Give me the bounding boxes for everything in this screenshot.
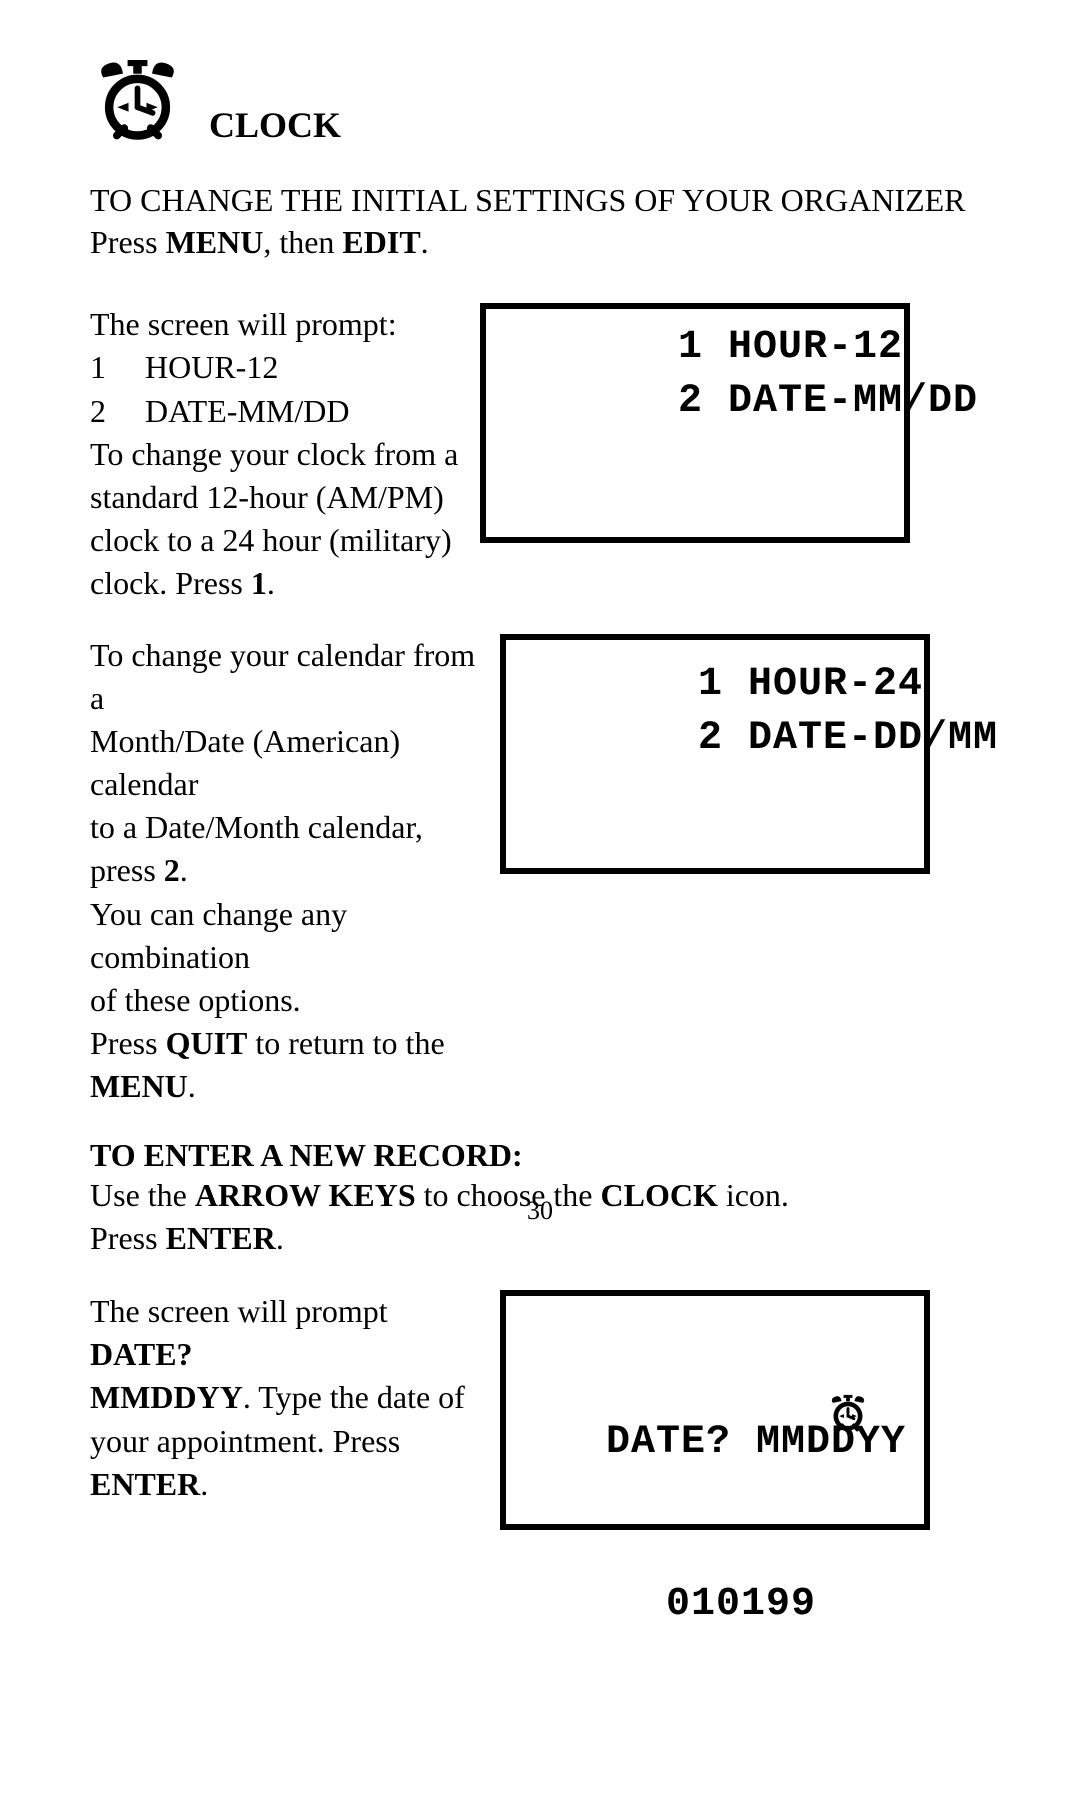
b3-l1-suffix: icon. (718, 1177, 789, 1213)
b1-opt2-num: 2 (90, 390, 145, 433)
block-2-text: To change your calendar from a Month/Dat… (90, 634, 500, 1109)
block-2: To change your calendar from a Month/Dat… (90, 634, 1000, 1109)
enter-key-1: ENTER (166, 1220, 276, 1256)
edit-key: EDIT (342, 224, 420, 260)
b4-l4-suffix: . (200, 1466, 208, 1502)
new-record-heading: TO ENTER A NEW RECORD: (90, 1137, 1000, 1174)
menu-key: MENU (166, 224, 264, 260)
block-1: The screen will prompt: 1HOUR-12 2DATE-M… (90, 303, 1000, 605)
b1-l4a: To change your clock from a (90, 436, 458, 472)
clock-key: CLOCK (600, 1177, 717, 1213)
b1-opt2-label: DATE-MM/DD (145, 390, 349, 433)
b1-l4d-suffix: . (267, 565, 275, 601)
b4-l3: your appointment. Press (90, 1423, 400, 1459)
date-key: DATE? (90, 1336, 193, 1372)
s2-line2: 2 DATE-DD/MM (698, 716, 998, 761)
s1-line1: 1 HOUR-12 (678, 325, 903, 370)
quit-key: QUIT (166, 1025, 248, 1061)
s1-line2: 2 DATE-MM/DD (678, 379, 978, 424)
b2-l3: to a Date/Month calendar, (90, 809, 423, 845)
arrow-keys-key: ARROW KEYS (195, 1177, 416, 1213)
b1-l4d-prefix: clock. Press (90, 565, 251, 601)
b2-l1: To change your calendar from a (90, 637, 475, 716)
b4-l2-suffix: . Type the date of (243, 1379, 465, 1415)
b2-l8-period: . (188, 1068, 196, 1104)
intro-paragraph: TO CHANGE THE INITIAL SETTINGS OF YOUR O… (90, 180, 1000, 263)
b2-l5: You can change any combination (90, 896, 347, 975)
b2-l4-prefix: press (90, 852, 164, 888)
b2-l7-suffix: to return to the (247, 1025, 444, 1061)
b3-l2-prefix: Press (90, 1220, 166, 1256)
b3-l2-suffix: . (276, 1220, 284, 1256)
block-4: The screen will prompt DATE? MMDDYY. Typ… (90, 1290, 1000, 1530)
s3-line2: 010199 (524, 1578, 906, 1632)
enter-key-2: ENTER (90, 1466, 200, 1502)
intro-press: Press (90, 224, 166, 260)
b3-l1-prefix: Use the (90, 1177, 195, 1213)
b2-l4-suffix: . (180, 852, 188, 888)
b1-opt1-label: HOUR-12 (145, 346, 278, 389)
b1-key-1: 1 (251, 565, 267, 601)
alarm-clock-icon-small (627, 1340, 869, 1506)
b1-l1: The screen will prompt: (90, 306, 397, 342)
b2-l7-prefix: Press (90, 1025, 166, 1061)
alarm-clock-icon (90, 60, 185, 150)
b1-opt1-num: 1 (90, 346, 145, 389)
mmddyy-key: MMDDYY (90, 1379, 243, 1415)
b2-l6: of these options. (90, 982, 301, 1018)
intro-sep: , then (263, 224, 342, 260)
section-header: CLOCK (90, 60, 1000, 150)
lcd-screen-1: 1 HOUR-12 2 DATE-MM/DD (480, 303, 910, 543)
b2-key-2: 2 (164, 852, 180, 888)
b4-l1-prefix: The screen will prompt (90, 1293, 388, 1329)
b3-l1-mid: to choose the (416, 1177, 601, 1213)
s2-line1: 1 HOUR-24 (698, 662, 923, 707)
section-title: CLOCK (209, 104, 341, 146)
manual-page: CLOCK TO CHANGE THE INITIAL SETTINGS OF … (0, 0, 1080, 1466)
menu-key-2: MENU (90, 1068, 188, 1104)
block-1-text: The screen will prompt: 1HOUR-12 2DATE-M… (90, 303, 480, 605)
lcd-screen-3: DATE? MMDDYY 010199 (500, 1290, 930, 1530)
intro-line1: TO CHANGE THE INITIAL SETTINGS OF YOUR O… (90, 182, 966, 218)
lcd-screen-2: 1 HOUR-24 2 DATE-DD/MM (500, 634, 930, 874)
block-4-text: The screen will prompt DATE? MMDDYY. Typ… (90, 1290, 500, 1506)
intro-period: . (421, 224, 429, 260)
b1-l4c: clock to a 24 hour (military) (90, 522, 452, 558)
b2-l2: Month/Date (American) calendar (90, 723, 400, 802)
b1-l4b: standard 12-hour (AM/PM) (90, 479, 444, 515)
page-number: 30 (527, 1196, 553, 1226)
